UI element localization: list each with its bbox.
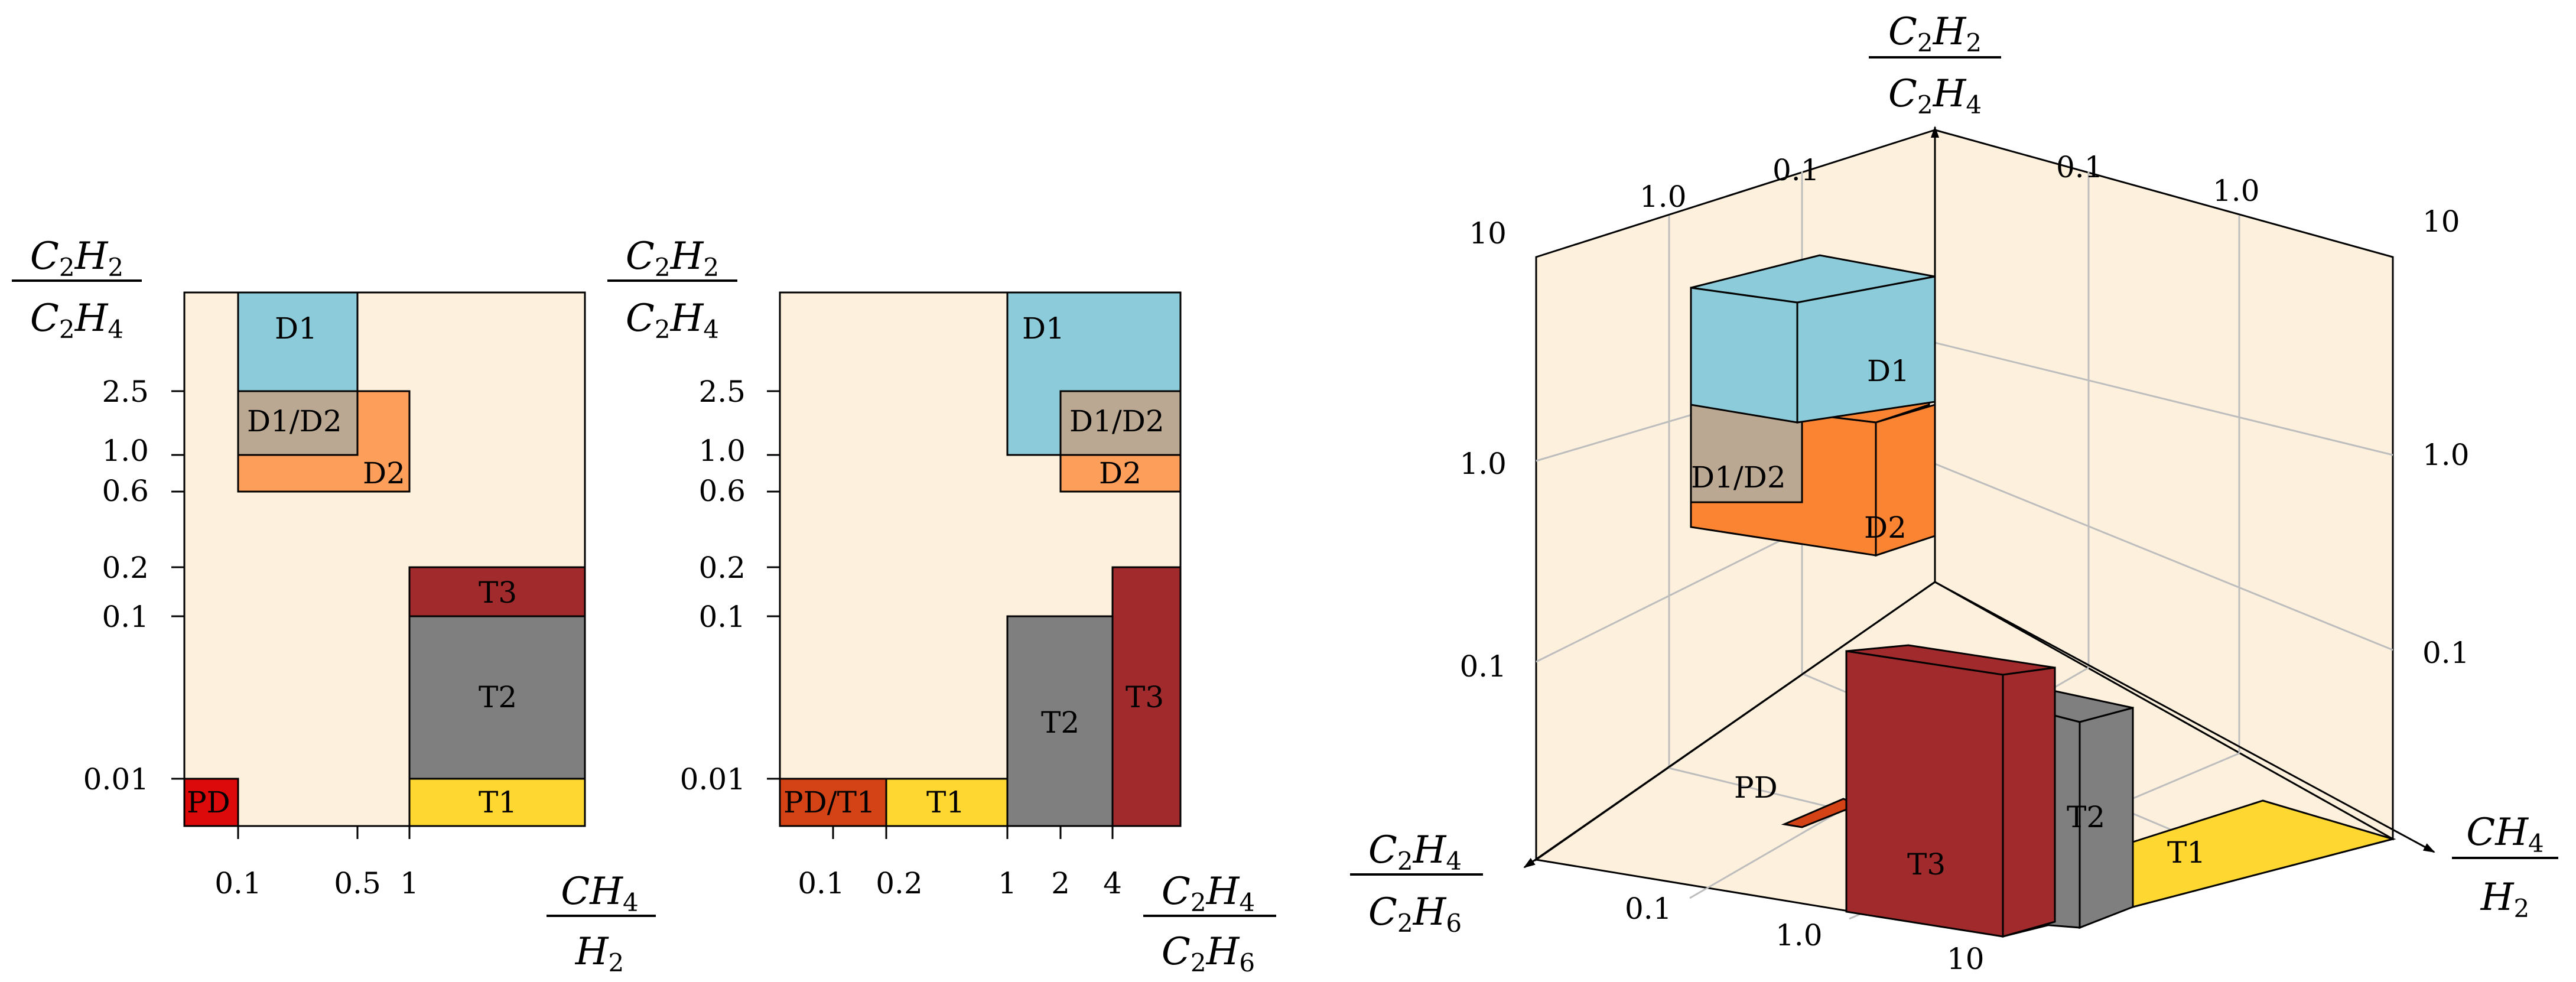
panel-3d-combined: D1 D1/D2 D2 T3 T2 T1 PD 10 1.0 0.1 10 1.… <box>1350 10 2558 976</box>
panel1-frame <box>183 291 586 827</box>
p2-x-tick-0-2: 0.2 <box>876 866 923 900</box>
panel-c2h4-c2h6-vs-c2h2-c2h4: D1 D1/D2 D2 T3 T2 T1 PD/T1 2.5 1.0 0.6 0… <box>607 235 1276 977</box>
3d-back-right-tick-1-0: 1.0 <box>2213 174 2260 208</box>
3d-right-axis <box>1934 581 2435 853</box>
panel-ch4-h2-vs-c2h2-c2h4: D1 D1/D2 D2 T3 T2 T1 PD 2.5 1.0 0.6 0.2 … <box>12 235 656 977</box>
3d-right-tick-0-1: 0.1 <box>2422 636 2470 670</box>
label-ch4-numerator: CH4 <box>561 870 639 917</box>
3d-right-tick-1-0: 1.0 <box>2422 438 2470 472</box>
p2-y-tick-0-6: 0.6 <box>698 474 746 508</box>
p2-label-c2h4-denominator: C2H4 <box>626 297 719 344</box>
label2-T1: T1 <box>926 785 965 820</box>
x-tick-0-1: 0.1 <box>214 866 262 900</box>
3d-left-tick-0-1: 0.1 <box>1459 649 1507 684</box>
p2-y-tick-0-2: 0.2 <box>698 551 746 585</box>
p2-label-c2h2-numerator: C2H2 <box>626 235 719 282</box>
region2-D1-D2 <box>1059 390 1182 456</box>
3d-bottom-tick-1-0: 1.0 <box>1775 918 1823 952</box>
p2-y-tick-1-0: 1.0 <box>698 434 746 468</box>
label-c2h4-denominator: C2H4 <box>30 297 123 344</box>
panel2-frame <box>779 291 1182 827</box>
3d-T3-side <box>2002 666 2056 938</box>
label-h2-denominator: H2 <box>575 930 625 977</box>
3d-label-D1-D2: D1/D2 <box>1691 460 1786 495</box>
3d-D1-front <box>1690 287 1798 424</box>
panel1-y-axis-label: C2H2 C2H4 <box>12 235 142 344</box>
label2-D2: D2 <box>1099 456 1141 490</box>
3d-left-axis-label: C2H4 C2H6 <box>1350 828 1483 938</box>
3d-back-right-tick-0-1: 0.1 <box>2056 150 2103 184</box>
label2-T3: T3 <box>1126 680 1164 714</box>
label-T1: T1 <box>479 785 517 820</box>
3d-T3-front <box>1845 650 2004 938</box>
region-D1 <box>237 291 359 392</box>
3d-label-D2: D2 <box>1864 510 1907 545</box>
3d-label-c2h4-num: C2H4 <box>1368 828 1462 876</box>
3d-bottom-tick-10: 10 <box>1947 942 1985 976</box>
panel1-x-axis-label: CH4 H2 <box>547 870 656 977</box>
label-D1-D2: D1/D2 <box>247 404 342 438</box>
3d-T2-side <box>2079 707 2134 929</box>
label-T3: T3 <box>479 575 517 610</box>
label-D1: D1 <box>275 311 317 346</box>
p2-x-tick-1: 1 <box>998 866 1017 900</box>
3d-left-axis <box>1523 581 1936 869</box>
p2-label-c2h4-numerator: C2H4 <box>1162 870 1255 917</box>
p2-x-tick-0-1: 0.1 <box>798 866 845 900</box>
p2-x-tick-2: 2 <box>1051 866 1070 900</box>
p2-x-tick-4: 4 <box>1103 866 1122 900</box>
label2-D1-D2: D1/D2 <box>1069 404 1165 438</box>
3d-left-tick-10: 10 <box>1469 216 1507 251</box>
3d-label-D1: D1 <box>1867 354 1910 388</box>
p2-y-tick-0-1: 0.1 <box>698 600 746 634</box>
3d-label-T3: T3 <box>1907 847 1946 882</box>
p2-y-tick-0-01: 0.01 <box>680 762 746 796</box>
3d-D1-side <box>1796 275 1936 424</box>
x-tick-0-5: 0.5 <box>334 866 381 900</box>
3d-back-left-tick-0-1: 0.1 <box>1772 153 1820 187</box>
3d-label-c2h2-num: C2H2 <box>1888 10 1982 57</box>
3d-top-axis-label: C2H2 C2H4 <box>1869 10 2001 119</box>
label2-PD-T1: PD/T1 <box>783 785 876 820</box>
x-tick-1: 1 <box>400 866 419 900</box>
region2-D2 <box>1059 454 1182 493</box>
3d-label-T1: T1 <box>2167 835 2206 870</box>
3d-D2-side <box>1875 403 1936 557</box>
label2-D1: D1 <box>1022 311 1065 346</box>
3d-label-c2h6-den: C2H6 <box>1368 890 1462 938</box>
3d-left-tick-1-0: 1.0 <box>1459 447 1507 481</box>
3d-bottom-tick-0-1: 0.1 <box>1625 892 1672 926</box>
panel2-y-ticks: 2.5 1.0 0.6 0.2 0.1 0.01 <box>680 375 780 796</box>
p2-y-tick-2-5: 2.5 <box>698 375 746 409</box>
label-T2: T2 <box>479 680 517 714</box>
y-tick-1-0: 1.0 <box>102 434 149 468</box>
y-tick-2-5: 2.5 <box>102 375 149 409</box>
y-tick-0-6: 0.6 <box>102 474 149 508</box>
panel2-y-axis-label: C2H2 C2H4 <box>607 235 737 344</box>
panel1-x-ticks: 0.1 0.5 1 <box>214 826 419 900</box>
panel1-y-ticks: 2.5 1.0 0.6 0.2 0.1 0.01 <box>83 375 184 796</box>
p2-label-c2h6-denominator: C2H6 <box>1162 930 1255 977</box>
3d-back-left-tick-1-0: 1.0 <box>1640 180 1687 214</box>
3d-right-axis-label: CH4 H2 <box>2452 811 2558 923</box>
3d-label-ch4-num: CH4 <box>2466 811 2544 858</box>
panel2-x-axis-label: C2H4 C2H6 <box>1143 870 1276 977</box>
3d-label-PD: PD <box>1734 770 1778 805</box>
y-tick-0-1: 0.1 <box>102 600 149 634</box>
3d-label-c2h4-den: C2H4 <box>1888 72 1982 119</box>
3d-right-tick-10: 10 <box>2422 204 2460 239</box>
label-PD: PD <box>187 785 230 820</box>
3d-label-T2: T2 <box>2067 800 2105 834</box>
y-tick-0-01: 0.01 <box>83 762 149 796</box>
label-c2h2-numerator: C2H2 <box>30 235 123 282</box>
region-PD <box>183 778 239 827</box>
panel2-x-ticks: 0.1 0.2 1 2 4 <box>798 826 1122 900</box>
y-tick-0-2: 0.2 <box>102 551 149 585</box>
label2-T2: T2 <box>1041 705 1079 740</box>
label-D2: D2 <box>363 456 405 490</box>
region-D1-D2 <box>237 390 359 456</box>
3d-label-h2-den: H2 <box>2480 876 2530 923</box>
